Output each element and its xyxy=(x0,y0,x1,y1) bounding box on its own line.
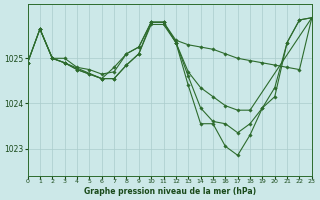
X-axis label: Graphe pression niveau de la mer (hPa): Graphe pression niveau de la mer (hPa) xyxy=(84,187,256,196)
